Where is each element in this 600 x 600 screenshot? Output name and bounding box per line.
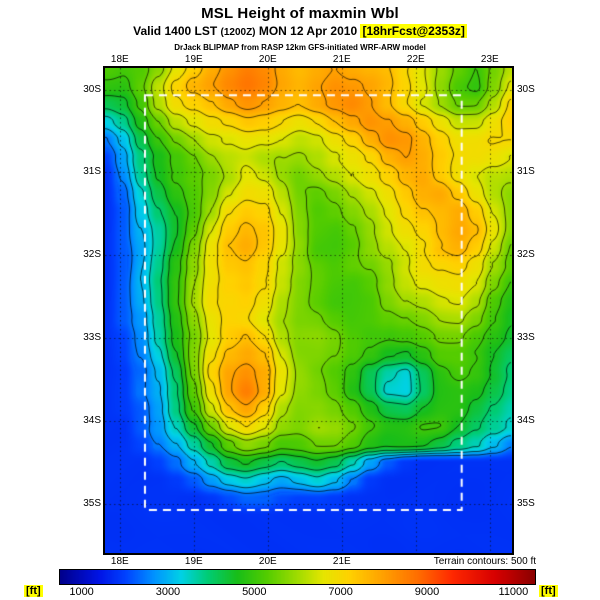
unit-label-left: [ft]: [24, 585, 43, 597]
model-attribution: DrJack BLIPMAP from RASP 12km GFS-initia…: [174, 43, 426, 52]
page-title: MSL Height of maxmin Wbl: [201, 5, 399, 22]
lon-tick-top: 23E: [480, 54, 499, 65]
lat-tick-left: 32S: [83, 249, 101, 261]
unit-label-right: [ft]: [539, 585, 558, 597]
colorbar-tick: 1000: [69, 586, 94, 598]
colorbar-tick: 5000: [242, 586, 267, 598]
lon-tick-top: 18E: [110, 54, 129, 65]
lon-tick-bottom: 19E: [184, 556, 203, 567]
lon-tick-top: 20E: [258, 54, 277, 65]
lat-tick-right: 34S: [517, 415, 535, 427]
terrain-heatmap-canvas: [105, 68, 512, 553]
lon-tick-bottom: 18E: [110, 556, 129, 567]
valid-date: MON 12 Apr 2010: [255, 24, 361, 38]
terrain-contour-note: Terrain contours: 500 ft: [433, 556, 536, 567]
lat-tick-left: 34S: [83, 415, 101, 427]
lat-tick-left: 30S: [83, 83, 101, 95]
lon-tick-bottom: 20E: [258, 556, 277, 567]
lat-tick-right: 30S: [517, 83, 535, 95]
lat-tick-left: 31S: [83, 166, 101, 178]
lon-tick-bottom: 21E: [332, 556, 351, 567]
lon-tick-top: 22E: [406, 54, 425, 65]
colorbar-gradient: [59, 569, 536, 585]
lat-tick-left: 35S: [83, 498, 101, 510]
colorbar-tick: 9000: [414, 586, 440, 598]
valid-time-line: Valid 1400 LST (1200Z) MON 12 Apr 2010 […: [0, 24, 600, 38]
lat-tick-right: 33S: [517, 332, 535, 344]
colorbar-tick: 11000: [498, 586, 529, 598]
forecast-tag-badge: [18hrFcst@2353z]: [360, 24, 467, 38]
valid-zulu-time: (1200Z): [220, 27, 256, 38]
lat-tick-right: 35S: [517, 498, 535, 510]
lat-tick-right: 32S: [517, 249, 535, 261]
lon-tick-top: 19E: [184, 54, 203, 65]
colorbar-tick: 3000: [155, 586, 181, 598]
valid-prefix: Valid 1400 LST: [133, 24, 221, 38]
lon-tick-top: 21E: [332, 54, 351, 65]
lat-tick-right: 31S: [517, 166, 535, 178]
lat-tick-left: 33S: [83, 332, 101, 344]
colorbar-tick: 7000: [328, 586, 353, 598]
